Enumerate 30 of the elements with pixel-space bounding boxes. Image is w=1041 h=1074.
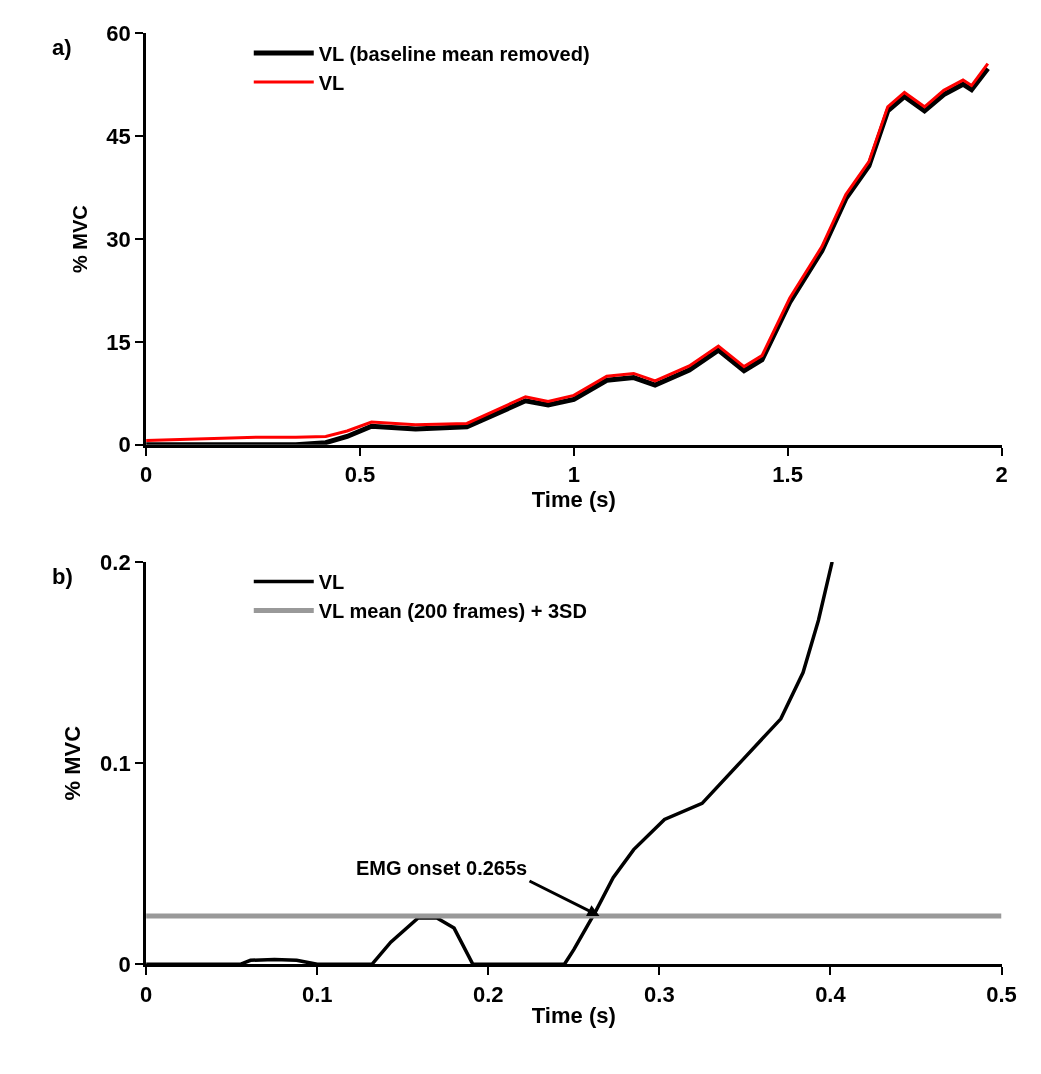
y-axis-title: % MVC [59, 725, 85, 801]
y-tick-label: 15 [106, 329, 131, 355]
y-tick-label: 0.2 [100, 549, 131, 575]
x-tick-label: 0.2 [472, 981, 504, 1007]
x-axis-title: Time (s) [531, 1002, 616, 1028]
x-tick-label: 1 [567, 462, 580, 488]
x-tick-label: 0.5 [986, 981, 1017, 1007]
text: a) [52, 35, 72, 60]
legend-label: VL (baseline mean removed) [318, 42, 590, 65]
y-tick-label: 30 [106, 226, 131, 252]
x-tick-label: 0.4 [815, 981, 847, 1007]
y-axis-title: % MVC [68, 205, 91, 273]
annotation: EMG onset 0.265s [356, 857, 528, 879]
x-axis-title: Time (s) [531, 487, 616, 513]
x-tick-label: 0.3 [644, 981, 675, 1007]
legend-label: VL [318, 71, 345, 94]
y-tick-label: 0 [118, 952, 131, 977]
x-tick-label: 0.1 [301, 981, 333, 1007]
y-tick-label: 0.1 [100, 750, 131, 776]
y-tick-label: 60 [106, 21, 131, 47]
x-tick-label: 2 [995, 462, 1008, 488]
y-tick-label: 45 [106, 123, 131, 149]
legend-label: VL [318, 571, 345, 594]
x-tick-label: 0 [139, 981, 153, 1007]
x-tick-label: 1.5 [772, 462, 803, 488]
y-tick-label: 0 [118, 432, 131, 458]
legend-label: VL mean (200 frames) + 3SD [318, 600, 587, 623]
text: b) [52, 564, 73, 589]
x-tick-label: 0 [139, 462, 153, 488]
x-tick-label: 0.5 [344, 462, 376, 488]
